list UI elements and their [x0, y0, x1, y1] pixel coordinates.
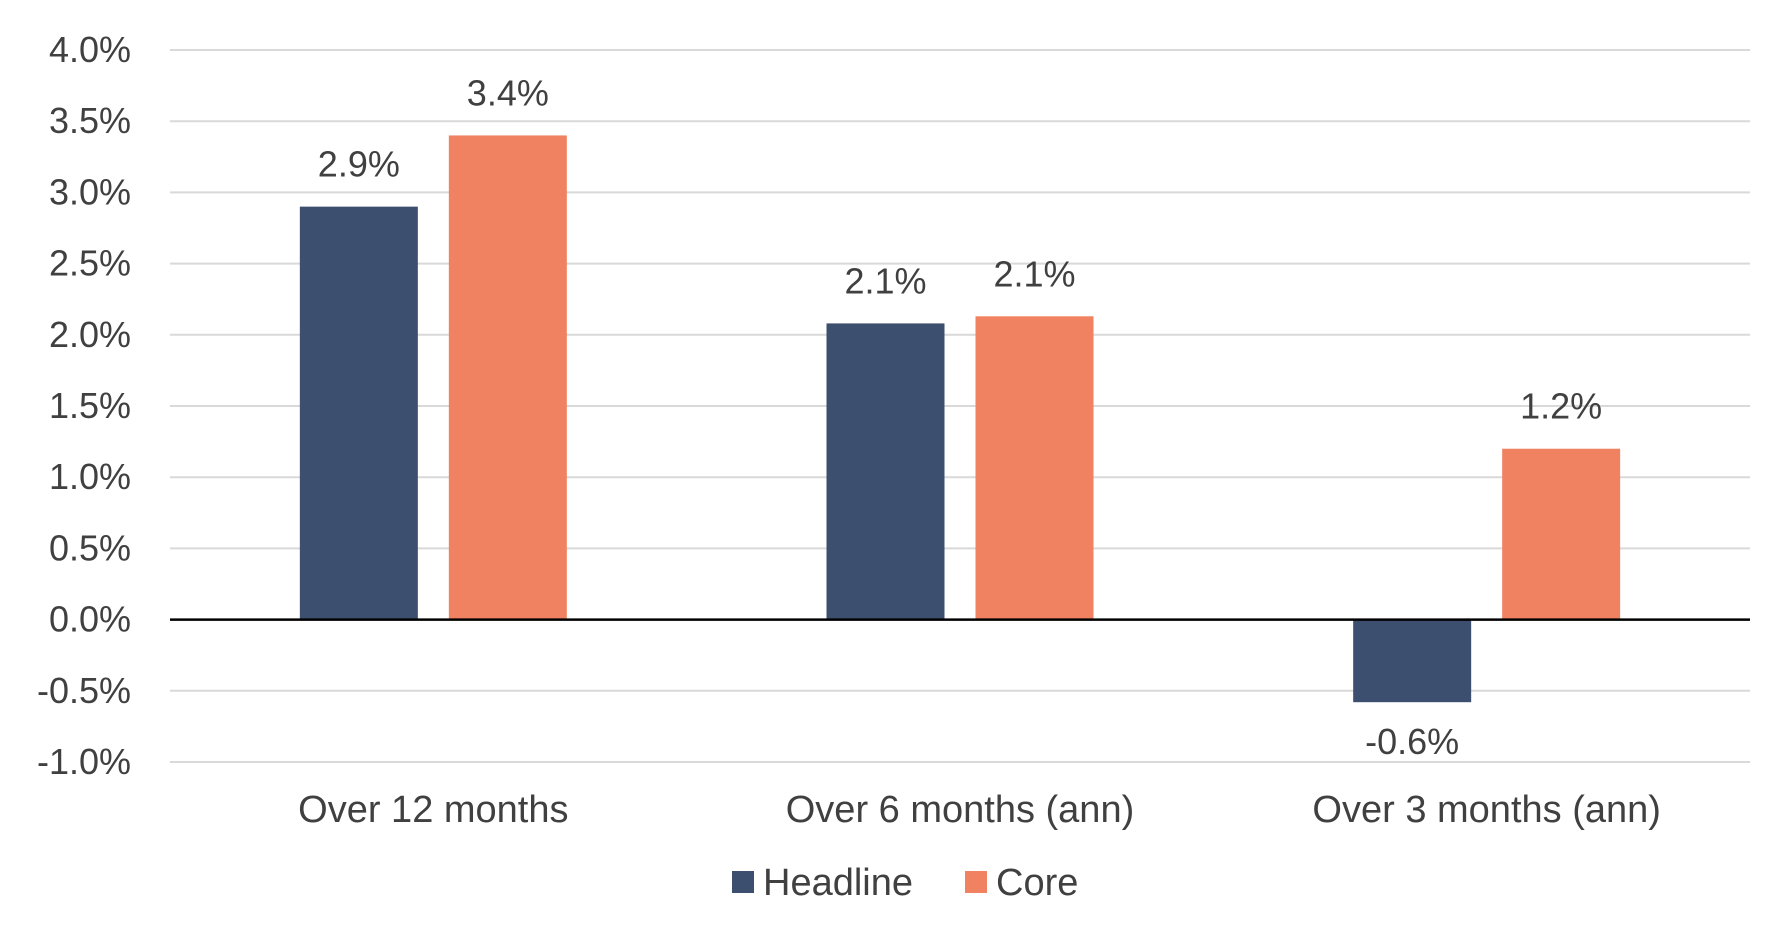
data-label-headline-1: 2.1%: [844, 260, 926, 301]
data-label-core-0: 3.4%: [467, 72, 549, 113]
data-label-core-1: 2.1%: [993, 253, 1075, 294]
gridlines: [170, 49, 1750, 763]
legend-label-headline: Headline: [763, 862, 913, 904]
legend-swatch-core: [965, 871, 987, 893]
data-label-headline-2: -0.6%: [1365, 721, 1459, 762]
x-axis-category-labels: Over 12 months Over 6 months (ann) Over 3 …: [298, 789, 1661, 831]
bars: [299, 135, 1621, 703]
y-axis-tick-labels: 4.0% 3.5% 3.0% 2.5% 2.0% 1.5% 1.0% 0.5% 0.0% -0.5…: [37, 29, 131, 782]
y-tick-label: 1.5%: [49, 385, 131, 426]
category-label: Over 3 months (ann): [1312, 789, 1660, 831]
data-label-headline-0: 2.9%: [318, 144, 400, 185]
y-tick-label: 3.5%: [49, 100, 131, 141]
y-tick-label: -1.0%: [37, 741, 131, 782]
y-tick-label: 3.0%: [49, 171, 131, 212]
bar-core-2: [1502, 448, 1621, 620]
category-label: Over 12 months: [298, 789, 568, 831]
y-tick-label: 2.0%: [49, 314, 131, 355]
bar-core-0: [448, 135, 567, 620]
data-label-core-2: 1.2%: [1520, 386, 1602, 427]
data-labels: 2.9% 3.4% 2.1% 2.1% -0.6% 1.2%: [318, 72, 1602, 762]
y-tick-label: 2.5%: [49, 243, 131, 284]
y-tick-label: 4.0%: [49, 29, 131, 70]
bar-headline-1: [826, 323, 945, 620]
legend-label-core: Core: [996, 862, 1078, 904]
y-tick-label: -0.5%: [37, 670, 131, 711]
legend-swatch-headline: [732, 871, 754, 893]
bar-headline-0: [299, 206, 418, 620]
y-tick-label: 0.0%: [49, 599, 131, 640]
bar-core-1: [975, 316, 1094, 620]
bar-headline-2: [1353, 619, 1472, 703]
category-label: Over 6 months (ann): [786, 789, 1134, 831]
legend: Headline Core: [732, 862, 1078, 904]
y-tick-label: 1.0%: [49, 456, 131, 497]
y-tick-label: 0.5%: [49, 527, 131, 568]
